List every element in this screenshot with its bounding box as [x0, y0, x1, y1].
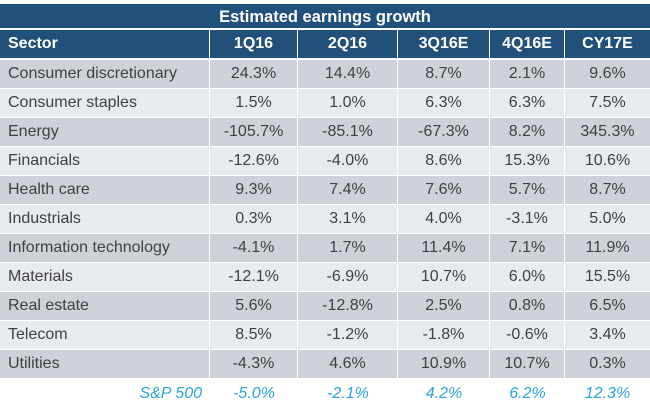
- growth-cell-4q16e: -3.1%: [490, 205, 565, 233]
- growth-cell-3q16e: 11.4%: [398, 234, 490, 262]
- growth-cell-cy17e: 6.5%: [589, 297, 626, 314]
- sector-name-cell: Utilities: [0, 350, 210, 378]
- growth-cell-3q16e: -67.3%: [398, 118, 490, 146]
- growth-cell-2q16: 7.4%: [298, 176, 398, 204]
- growth-cell-2q16: -85.1%: [298, 118, 398, 146]
- growth-cell-4q16e: 5.7%: [490, 176, 565, 204]
- growth-cell-4q16e: 2.1%: [490, 60, 565, 88]
- table-body: Consumer discretionary 24.3% 14.4% 8.7% 2.1%…: [0, 60, 650, 379]
- sector-name-cell: Financials: [0, 147, 210, 175]
- growth-cell-2q16: 1.7%: [298, 234, 398, 262]
- growth-cell-2q16: 1.0%: [298, 89, 398, 117]
- growth-cell-3q16e: 6.3%: [398, 89, 490, 117]
- sector-name-cell: Telecom: [0, 321, 210, 349]
- total-cell-cy17e: 12.3%: [584, 384, 631, 402]
- growth-cell-cy17e: 10.6%: [584, 152, 631, 169]
- column-header-1q16: 1Q16: [210, 30, 298, 58]
- table-row: Consumer discretionary 24.3% 14.4% 8.7% 2.1%…: [0, 60, 650, 89]
- growth-cell-cy17e: 5.0%: [589, 210, 626, 227]
- growth-cell-1q16: 8.5%: [210, 321, 298, 349]
- growth-cell-2q16: -1.2%: [298, 321, 398, 349]
- growth-cell-cy17e: 15.5%: [584, 268, 631, 285]
- growth-cell-4q16e: 6.3%: [490, 89, 565, 117]
- total-cell-2q16: -2.1%: [327, 384, 369, 402]
- growth-cell-4q16e: 15.3%: [490, 147, 565, 175]
- growth-cell-3q16e: 10.9%: [398, 350, 490, 378]
- growth-cell-4q16e: 10.7%: [490, 350, 565, 378]
- column-header-cy17e: CY17E: [582, 35, 633, 52]
- total-cell-4q16e: 6.2%: [509, 384, 546, 402]
- column-header-4q16e: 4Q16E: [490, 30, 565, 58]
- growth-cell-3q16e: 10.7%: [398, 263, 490, 291]
- growth-cell-1q16: 9.3%: [210, 176, 298, 204]
- growth-cell-3q16e: -1.8%: [398, 321, 490, 349]
- growth-cell-1q16: 1.5%: [210, 89, 298, 117]
- table-row: Industrials 0.3% 3.1% 4.0% -3.1% 5.0%: [0, 205, 650, 234]
- sector-name-cell: Energy: [0, 118, 210, 146]
- table-title: Estimated earnings growth: [0, 4, 650, 30]
- total-cell-1q16: -5.0%: [233, 384, 275, 402]
- growth-cell-cy17e: 8.7%: [589, 181, 626, 198]
- total-row-sp500: S&P 500 -5.0% -2.1% 4.2% 6.2% 12.3%: [0, 379, 650, 408]
- table-header-row: Sector 1Q16 2Q16 3Q16E 4Q16E CY17E: [0, 30, 650, 60]
- growth-cell-1q16: 24.3%: [210, 60, 298, 88]
- growth-cell-cy17e: 0.3%: [589, 355, 626, 372]
- growth-cell-3q16e: 4.0%: [398, 205, 490, 233]
- growth-cell-1q16: -4.3%: [210, 350, 298, 378]
- growth-cell-1q16: -4.1%: [210, 234, 298, 262]
- growth-cell-4q16e: 8.2%: [490, 118, 565, 146]
- growth-cell-3q16e: 8.7%: [398, 60, 490, 88]
- growth-cell-2q16: 14.4%: [298, 60, 398, 88]
- growth-cell-2q16: -6.9%: [298, 263, 398, 291]
- growth-cell-cy17e: 11.9%: [585, 239, 630, 256]
- table-grid: Sector 1Q16 2Q16 3Q16E 4Q16E CY17E Consu…: [0, 30, 650, 408]
- sector-name-cell: Consumer staples: [0, 89, 210, 117]
- table-row: Materials -12.1% -6.9% 10.7% 6.0% 15.5%: [0, 263, 650, 292]
- growth-cell-2q16: 3.1%: [298, 205, 398, 233]
- sector-name-cell: Real estate: [0, 292, 210, 320]
- table-row: Utilities -4.3% 4.6% 10.9% 10.7% 0.3%: [0, 350, 650, 379]
- sector-name-cell: Health care: [0, 176, 210, 204]
- total-label: S&P 500: [139, 384, 202, 402]
- growth-cell-3q16e: 7.6%: [398, 176, 490, 204]
- growth-cell-4q16e: 0.8%: [490, 292, 565, 320]
- total-cell-3q16e: 4.2%: [425, 384, 463, 402]
- growth-cell-4q16e: 7.1%: [490, 234, 565, 262]
- column-header-sector: Sector: [0, 30, 210, 58]
- growth-cell-2q16: 4.6%: [298, 350, 398, 378]
- growth-cell-3q16e: 8.6%: [398, 147, 490, 175]
- column-header-3q16e: 3Q16E: [398, 30, 490, 58]
- table-row: Consumer staples 1.5% 1.0% 6.3% 6.3% 7.5%: [0, 89, 650, 118]
- table-row: Telecom 8.5% -1.2% -1.8% -0.6% 3.4%: [0, 321, 650, 350]
- growth-cell-cy17e: 9.6%: [589, 65, 626, 82]
- growth-cell-1q16: 5.6%: [210, 292, 298, 320]
- sector-name-cell: Information technology: [0, 234, 210, 262]
- growth-cell-4q16e: 6.0%: [490, 263, 565, 291]
- growth-cell-cy17e: 7.5%: [589, 94, 626, 111]
- growth-cell-2q16: -12.8%: [298, 292, 398, 320]
- growth-cell-3q16e: 2.5%: [398, 292, 490, 320]
- growth-cell-1q16: -12.6%: [210, 147, 298, 175]
- growth-cell-4q16e: -0.6%: [490, 321, 565, 349]
- sector-name-cell: Consumer discretionary: [0, 60, 210, 88]
- sector-name-cell: Industrials: [0, 205, 210, 233]
- table-row: Health care 9.3% 7.4% 7.6% 5.7% 8.7%: [0, 176, 650, 205]
- table-row: Energy -105.7% -85.1% -67.3% 8.2% 345.3%: [0, 118, 650, 147]
- table-row: Information technology -4.1% 1.7% 11.4% 7.1%…: [0, 234, 650, 263]
- table-row: Financials -12.6% -4.0% 8.6% 15.3% 10.6%: [0, 147, 650, 176]
- growth-cell-2q16: -4.0%: [298, 147, 398, 175]
- growth-cell-1q16: -105.7%: [210, 118, 298, 146]
- growth-cell-1q16: -12.1%: [210, 263, 298, 291]
- table-row: Real estate 5.6% -12.8% 2.5% 0.8% 6.5%: [0, 292, 650, 321]
- column-header-2q16: 2Q16: [298, 30, 398, 58]
- growth-cell-cy17e: 345.3%: [580, 123, 635, 140]
- growth-cell-cy17e: 3.4%: [589, 326, 626, 343]
- sector-name-cell: Materials: [0, 263, 210, 291]
- growth-cell-1q16: 0.3%: [210, 205, 298, 233]
